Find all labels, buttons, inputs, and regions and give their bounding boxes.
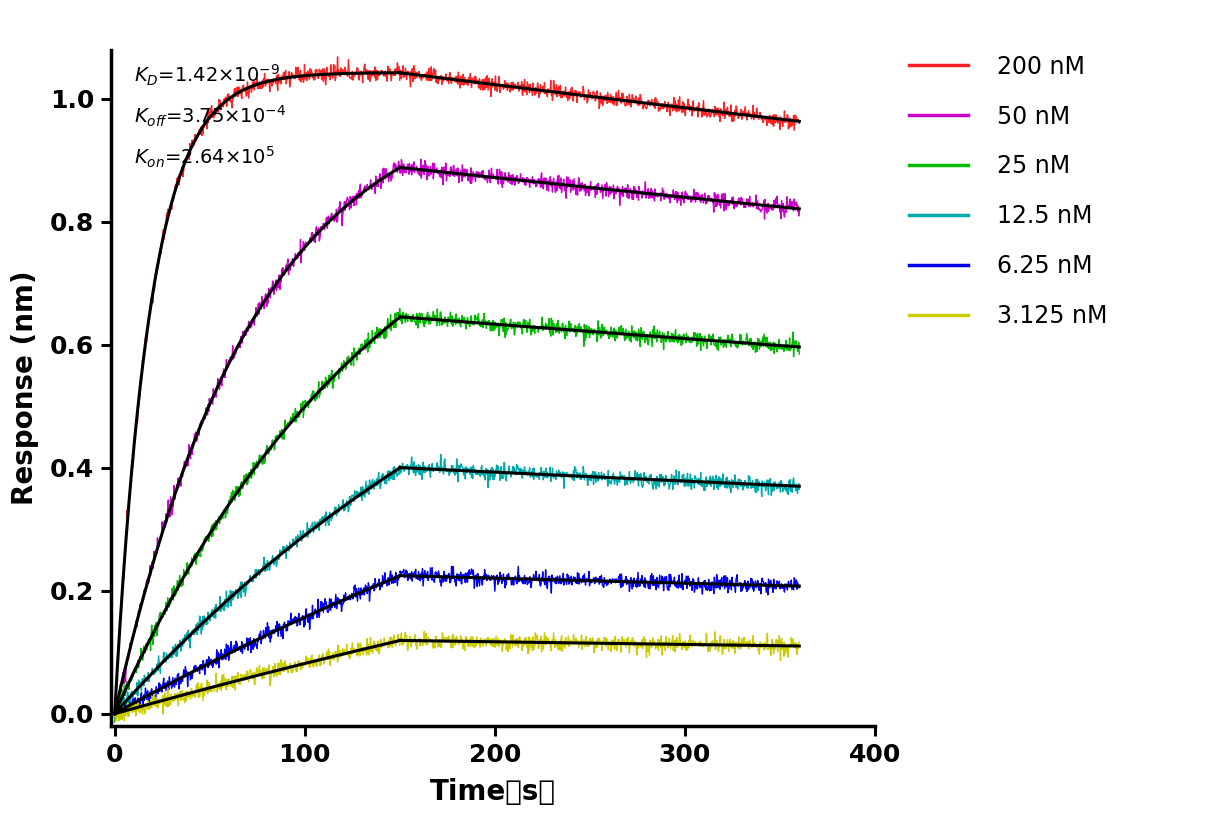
- Y-axis label: Response (nm): Response (nm): [11, 271, 38, 505]
- X-axis label: Time（s）: Time（s）: [430, 778, 556, 806]
- Text: $K_D$=1.42×10$^{-9}$
$K_{off}$=3.75×10$^{-4}$
$K_{on}$=2.64×10$^{5}$: $K_D$=1.42×10$^{-9}$ $K_{off}$=3.75×10$^…: [134, 63, 286, 170]
- Legend: 200 nM, 50 nM, 25 nM, 12.5 nM, 6.25 nM, 3.125 nM: 200 nM, 50 nM, 25 nM, 12.5 nM, 6.25 nM, …: [909, 54, 1108, 328]
